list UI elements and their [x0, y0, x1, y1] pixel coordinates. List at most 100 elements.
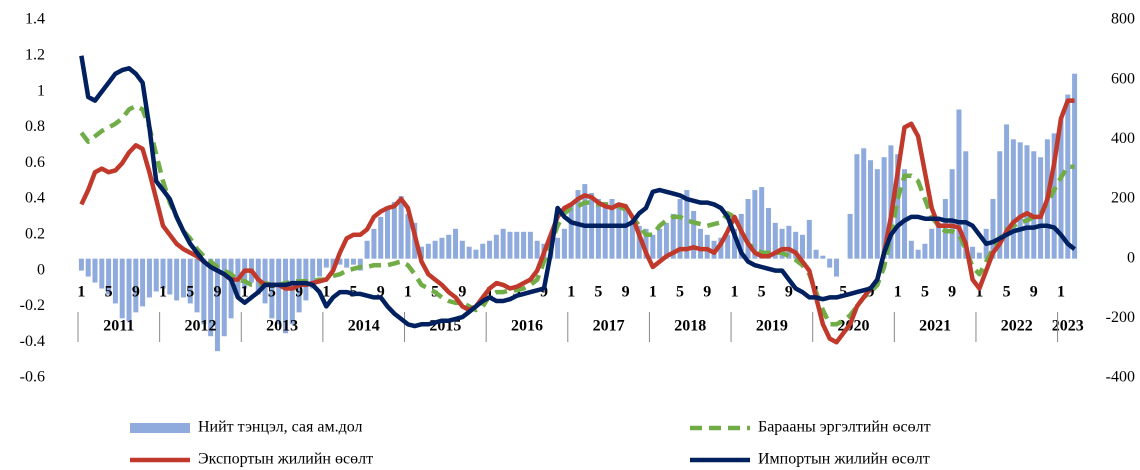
bar: [99, 258, 105, 289]
bar: [643, 228, 649, 259]
bar: [970, 246, 976, 259]
bar: [827, 258, 833, 268]
x-tick-label: 9: [213, 284, 221, 301]
y-tick-label: -0.4: [20, 333, 45, 350]
bar: [657, 228, 663, 259]
y2-tick-label: -400: [1106, 369, 1135, 386]
bar: [623, 210, 629, 259]
y-tick-label: -0.2: [20, 297, 45, 314]
x-tick-label: 9: [458, 284, 466, 301]
bar: [453, 228, 459, 259]
year-label: 2023: [1052, 318, 1084, 335]
bar: [868, 160, 874, 259]
year-label: 2011: [103, 318, 134, 335]
bar: [378, 216, 384, 259]
bar: [514, 231, 520, 259]
bar: [398, 196, 404, 259]
x-tick-label: 1: [404, 284, 412, 301]
legend-label: Импортын жилийн өсөлт: [758, 451, 930, 468]
bar: [1010, 139, 1016, 259]
bar: [765, 207, 771, 259]
bar: [663, 222, 669, 259]
x-tick-label: 9: [1030, 284, 1038, 301]
bar: [357, 258, 363, 271]
bar: [731, 228, 737, 259]
bar: [861, 148, 867, 259]
bar: [527, 231, 533, 259]
bar: [555, 237, 561, 259]
bar: [902, 169, 908, 259]
bar: [949, 169, 955, 259]
line: [79, 55, 1076, 329]
x-tick-label: 1: [241, 284, 249, 301]
x-tick-label: 5: [594, 284, 602, 301]
bar: [602, 201, 608, 259]
bar: [1065, 94, 1071, 259]
y-tick-label: 1: [37, 82, 45, 99]
bar: [289, 258, 295, 325]
year-label: 2018: [674, 318, 706, 335]
x-tick-label: 1: [894, 284, 902, 301]
bar: [221, 258, 227, 337]
bar: [269, 258, 275, 319]
bar: [650, 234, 656, 259]
bar: [371, 228, 377, 259]
bar: [990, 199, 996, 259]
bar: [405, 213, 411, 259]
bar: [487, 240, 493, 259]
bar: [847, 213, 853, 259]
x-tick-label: 9: [948, 284, 956, 301]
bar: [500, 228, 506, 259]
y-tick-label: 0.6: [25, 154, 45, 171]
bar: [344, 258, 350, 268]
bar: [316, 258, 322, 277]
legend-label: Экспортын жилийн өсөлт: [198, 451, 373, 468]
legend-swatch: [130, 423, 190, 433]
x-tick-label: 1: [77, 284, 85, 301]
bar: [146, 258, 152, 298]
x-tick-label: 1: [730, 284, 738, 301]
bar: [459, 240, 465, 259]
x-tick-label: 9: [377, 284, 385, 301]
bar: [446, 234, 452, 259]
bar: [881, 157, 887, 259]
bar: [609, 199, 615, 259]
line: [79, 98, 1075, 345]
bar: [112, 258, 118, 304]
year-label: 2021: [919, 318, 951, 335]
bar: [915, 249, 921, 259]
bar: [167, 258, 173, 295]
bar: [793, 231, 799, 259]
x-tick-label: 1: [159, 284, 167, 301]
bar: [738, 213, 744, 259]
bar: [174, 258, 180, 301]
bar: [922, 243, 928, 259]
bar: [208, 258, 214, 337]
bar: [126, 258, 132, 322]
bar: [691, 210, 697, 259]
bar: [364, 240, 370, 259]
bar: [997, 151, 1003, 259]
x-tick-label: 5: [186, 284, 194, 301]
bar: [874, 169, 880, 259]
bar: [1031, 151, 1037, 259]
bar: [466, 246, 472, 259]
y-tick-label: 0: [37, 261, 45, 278]
y2-tick-label: 200: [1111, 190, 1135, 207]
year-label: 2017: [593, 318, 625, 335]
y-tick-label: 0.4: [25, 190, 45, 207]
legend-label: Нийт тэнцэл, сая ам.дол: [198, 419, 363, 436]
bar: [276, 258, 282, 325]
bar: [752, 190, 758, 259]
bar: [684, 190, 690, 259]
bar: [1004, 124, 1010, 259]
bar: [534, 240, 540, 259]
bar: [636, 225, 642, 259]
bar: [595, 199, 601, 259]
bar: [779, 228, 785, 259]
year-label: 2012: [184, 318, 216, 335]
y2-tick-label: -200: [1106, 309, 1135, 326]
x-tick-label: 1: [1057, 284, 1065, 301]
x-tick-label: 5: [1003, 284, 1011, 301]
